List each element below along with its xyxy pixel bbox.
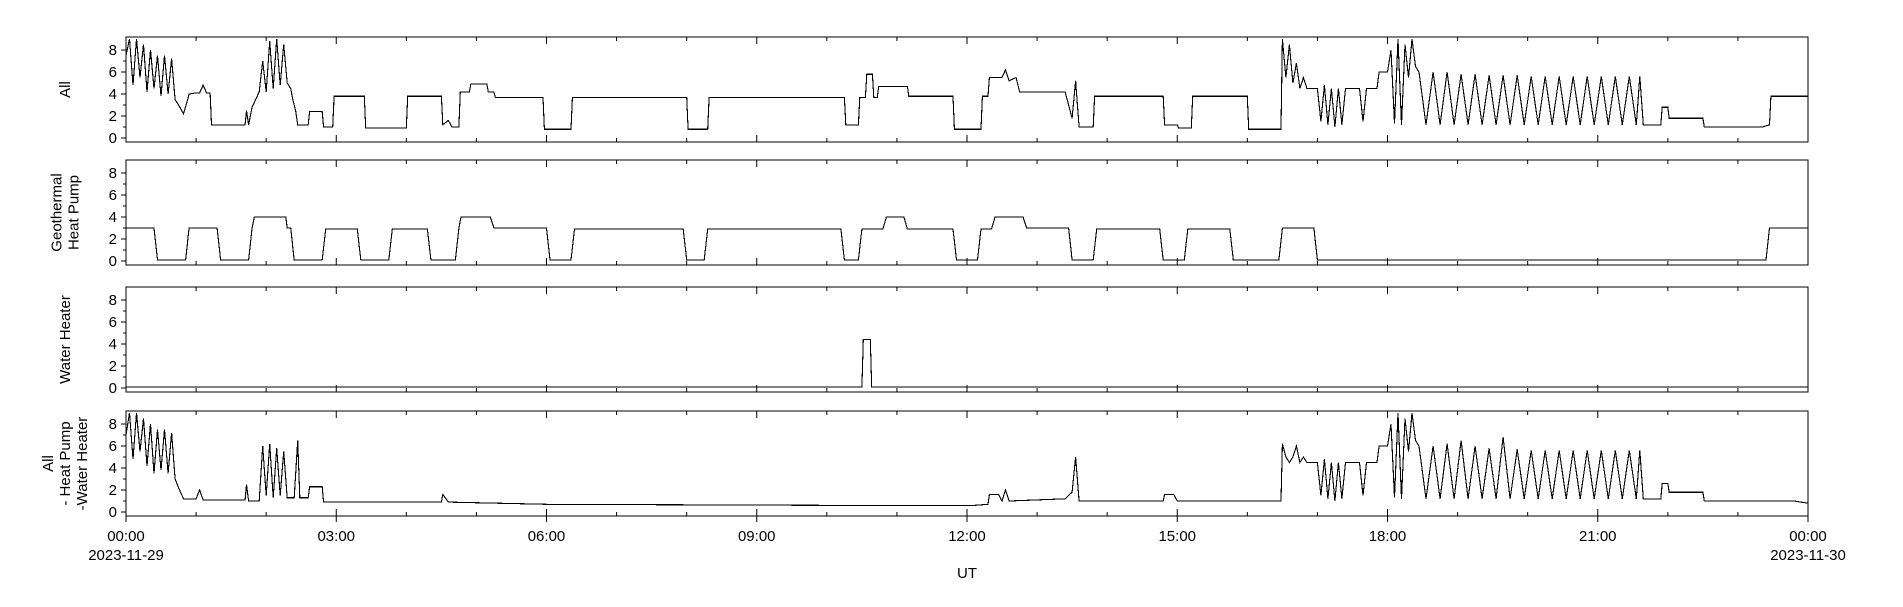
y-tick-label: 0: [109, 504, 117, 521]
y-tick-label: 4: [109, 336, 117, 353]
y-axis-title-line: Heat Pump: [66, 175, 83, 250]
x-tick-label: 12:00: [948, 528, 986, 545]
y-axis-title-line: -Water Heater: [74, 417, 91, 511]
x-tick-label: 00:00: [1789, 528, 1827, 545]
chart-panel-3: 0 2 4 6 8 Water Heater: [57, 286, 1809, 397]
series-line-1: [126, 339, 1808, 388]
chart-panel-1: 0 2 4 6 8 All: [57, 36, 1809, 147]
y-tick-label: 0: [109, 253, 117, 270]
y-tick-label: 6: [109, 187, 117, 204]
y-tick-label: 8: [109, 42, 117, 59]
y-tick-label: 2: [109, 108, 117, 125]
chart-panel-2: 0 2 4 6 8 Geothermal Heat Pump: [49, 159, 1809, 270]
x-tick-date-label: 2023-11-30: [1770, 547, 1846, 564]
y-axis-title-line: Water Heater: [57, 295, 74, 384]
y-tick-label: 4: [109, 460, 117, 477]
y-axis-title-line: Geothermal: [49, 173, 66, 251]
y-axis-title-line: All: [40, 455, 57, 472]
y-axis-title-line: All: [57, 81, 74, 98]
y-tick-label: 2: [109, 231, 117, 248]
x-axis: 00:00 2023-11-29 03:00 06:00 09:00 12:00 15:00…: [88, 516, 1846, 582]
panel-frame: [125, 159, 1809, 266]
x-tick-label: 15:00: [1158, 528, 1196, 545]
y-tick-label: 6: [109, 314, 117, 331]
chart-panel-4: 0 2 4 6 8 All - Heat Pump -Water Heater: [40, 410, 1809, 521]
x-tick-label: 00:00: [107, 528, 145, 545]
y-tick-label: 2: [109, 482, 117, 499]
y-tick-label: 8: [109, 416, 117, 433]
x-tick-label: 09:00: [738, 528, 776, 545]
y-tick-label: 8: [109, 165, 117, 182]
panel-frame: [125, 36, 1809, 143]
y-tick-label: 0: [109, 130, 117, 147]
panel-frame: [125, 286, 1809, 393]
x-tick-label: 03:00: [317, 528, 355, 545]
x-axis-title: UT: [957, 565, 977, 582]
y-tick-label: 6: [109, 64, 117, 81]
y-tick-label: 4: [109, 209, 117, 226]
y-tick-label: 6: [109, 438, 117, 455]
y-tick-label: 0: [109, 380, 117, 397]
x-tick-label: 18:00: [1369, 528, 1407, 545]
y-tick-label: 8: [109, 292, 117, 309]
y-axis-title-line: - Heat Pump: [57, 421, 74, 505]
x-tick-date-label: 2023-11-29: [88, 547, 164, 564]
series-line-1: [126, 216, 1808, 261]
y-tick-label: 4: [109, 86, 117, 103]
series-line-1: [125, 38, 1808, 130]
y-tick-label: 2: [109, 358, 117, 375]
series-line-1: [125, 412, 1809, 506]
panel-frame: [125, 410, 1809, 517]
x-tick-label: 06:00: [528, 528, 566, 545]
x-tick-label: 21:00: [1579, 528, 1617, 545]
